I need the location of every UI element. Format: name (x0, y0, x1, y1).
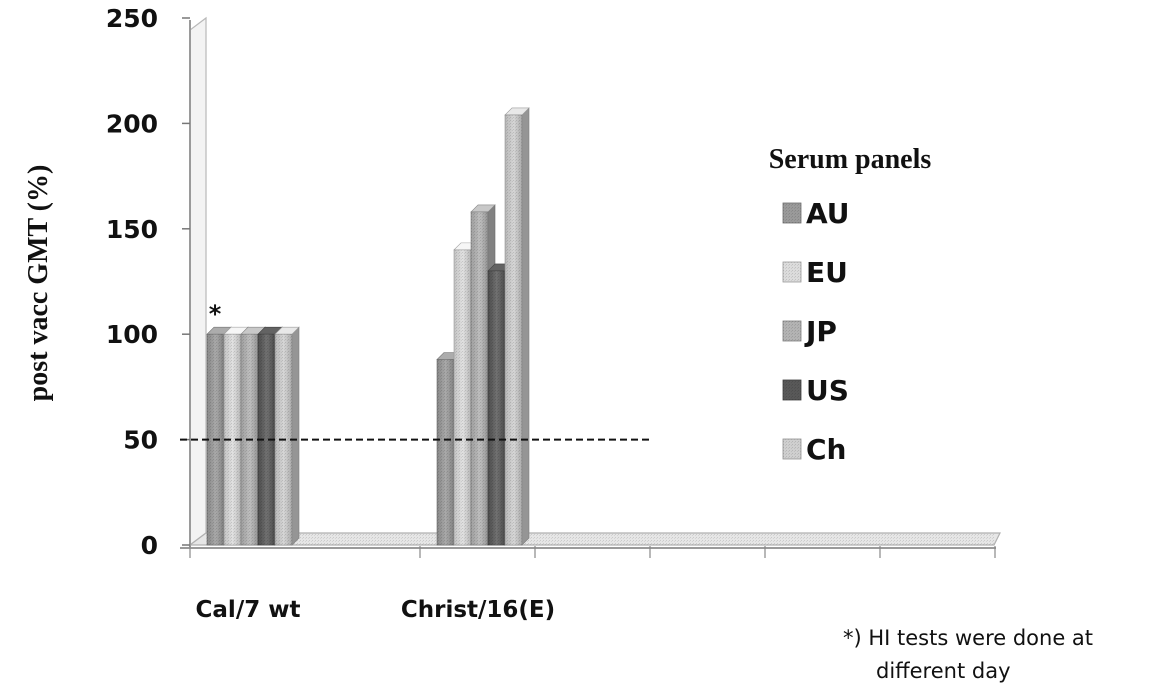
x-category-label-christ16e: Christ/16(E) (401, 597, 555, 623)
legend-label-ch: Ch (806, 433, 846, 466)
legend-label-jp: JP (804, 315, 837, 348)
plot-floor-texture (206, 533, 994, 545)
legend-item-us: US (782, 374, 849, 407)
legend-title: Serum panels (769, 144, 932, 175)
bar-ch-cal7wt (274, 326, 300, 546)
legend-item-au: AU (782, 197, 850, 230)
y-tick-label-0: 0 (141, 531, 158, 560)
legend-item-eu: EU (782, 256, 848, 289)
footnote-line-2: different day (876, 659, 1011, 683)
y-axis-ticks: 0 50 100 150 200 250 (106, 4, 190, 560)
legend-item-ch: Ch (782, 433, 846, 466)
annotation-asterisk: * (209, 300, 222, 328)
plot-back-wall (189, 16, 207, 547)
y-tick-label-200: 200 (106, 109, 158, 138)
legend-label-au: AU (806, 197, 850, 230)
y-axis-label: post vacc GMT (%) (23, 165, 54, 402)
y-tick-label-50: 50 (123, 426, 158, 455)
y-tick-label-150: 150 (106, 215, 158, 244)
footnote-line-1: *) HI tests were done at (843, 626, 1093, 650)
legend-items: AU EU JP US Ch (782, 197, 850, 466)
y-tick-label-100: 100 (106, 320, 158, 349)
bar-ch-christ16e (504, 107, 530, 546)
legend-label-eu: EU (806, 256, 848, 289)
legend-label-us: US (806, 374, 849, 407)
legend-item-jp: JP (782, 315, 837, 348)
y-tick-label-250: 250 (106, 4, 158, 33)
bars (206, 107, 530, 546)
x-axis-ticks (189, 546, 996, 558)
legend: Serum panels AU EU JP US Ch (769, 144, 932, 466)
bar-eu-christ16e (453, 242, 479, 546)
x-category-label-cal7wt: Cal/7 wt (196, 597, 301, 623)
